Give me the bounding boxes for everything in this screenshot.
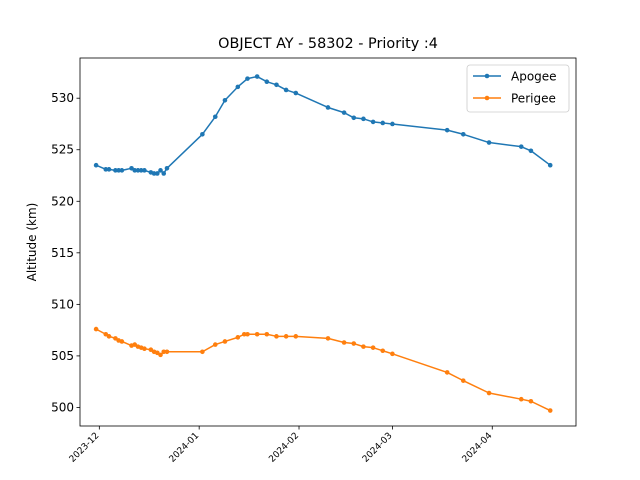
data-point-perigee [518,396,524,402]
data-point-perigee [158,352,163,358]
data-point-perigee [274,334,279,339]
data-point-apogee [274,82,279,88]
data-point-apogee [138,168,144,173]
data-point-perigee [293,334,299,339]
data-point-apogee [390,121,395,127]
series-line-perigee [95,328,551,412]
y-tick-label: 515 [51,246,74,260]
data-point-apogee [547,162,553,168]
data-point-apogee [245,76,250,81]
data-point-apogee [158,168,163,173]
x-tick-label: 2024-04 [461,431,495,465]
data-point-perigee [361,344,366,349]
plot-frame [79,57,577,427]
data-point-apogee [222,97,228,103]
legend-label-apogee: Apogee [511,70,557,84]
data-point-apogee [212,114,218,120]
legend: Apogee Perigee [466,64,570,113]
data-point-perigee [528,398,534,404]
data-point-apogee [200,131,205,137]
data-point-apogee [93,162,99,168]
data-point-perigee [283,334,289,339]
data-point-apogee [154,171,160,176]
data-point-perigee [460,378,466,383]
data-point-apogee [119,168,125,173]
data-point-apogee [264,79,270,85]
y-tick-label: 520 [51,194,74,208]
data-point-perigee [212,342,218,347]
data-point-apogee [254,74,260,79]
data-point-apogee [460,131,466,137]
data-point-perigee [444,370,450,375]
data-point-apogee [444,127,450,133]
data-point-apogee [370,119,376,125]
data-point-apogee [341,110,347,115]
y-tick-label: 510 [51,297,74,311]
data-point-apogee [161,171,167,176]
y-axis-label: Altitude (km) [25,203,39,282]
data-point-apogee [293,90,299,96]
data-point-perigee [161,349,167,355]
series-apogee [93,74,553,176]
data-point-perigee [142,346,147,351]
data-point-apogee [486,140,492,145]
data-point-apogee [142,168,147,173]
data-point-apogee [235,84,241,90]
data-point-perigee [486,390,492,396]
data-point-apogee [325,105,331,110]
data-point-perigee [351,341,357,346]
data-point-perigee [241,331,247,337]
data-point-perigee [370,345,376,350]
legend-label-perigee: Perigee [511,92,556,106]
chart-title: OBJECT AY - 58302 - Priority :4 [218,36,438,52]
data-point-perigee [254,331,260,337]
data-point-perigee [390,351,395,357]
data-point-perigee [200,349,205,355]
data-point-apogee [283,87,289,93]
x-tick-label: 2024-02 [267,431,301,465]
plot-area: 500 505 510 515 520 525 530 2023-12 2024-01 2024-… [51,57,577,465]
data-point-apogee [113,168,118,173]
data-point-perigee [164,349,170,355]
data-point-perigee [264,331,270,337]
data-point-perigee [235,335,241,340]
data-point-perigee [106,334,112,339]
x-tick-label: 2024-01 [168,431,202,465]
data-point-perigee [547,408,553,413]
data-point-apogee [103,167,109,172]
data-point-apogee [106,167,112,172]
y-tick-label: 530 [51,91,74,105]
y-tick-label: 505 [51,349,74,363]
data-point-apogee [135,168,141,173]
data-point-apogee [116,168,121,173]
data-point-perigee [93,326,99,332]
legend-marker-apogee [484,73,490,79]
data-point-apogee [528,148,534,154]
legend-marker-perigee [484,95,490,101]
y-tick-label: 525 [51,143,74,157]
x-tick-label: 2024-03 [361,431,395,465]
data-point-perigee [119,339,125,344]
data-point-apogee [380,120,386,126]
data-point-perigee [341,340,347,345]
data-point-apogee [351,115,357,121]
data-point-perigee [380,348,386,354]
series-perigee [93,326,553,413]
data-point-apogee [518,144,524,149]
data-point-apogee [164,165,170,171]
x-tick-label: 2023-12 [68,431,102,465]
data-point-apogee [132,168,138,173]
data-point-perigee [245,331,250,337]
data-point-perigee [325,336,331,341]
y-tick-label: 500 [51,400,74,414]
data-point-apogee [361,116,366,122]
data-point-apogee [151,171,157,176]
data-point-perigee [222,339,228,344]
